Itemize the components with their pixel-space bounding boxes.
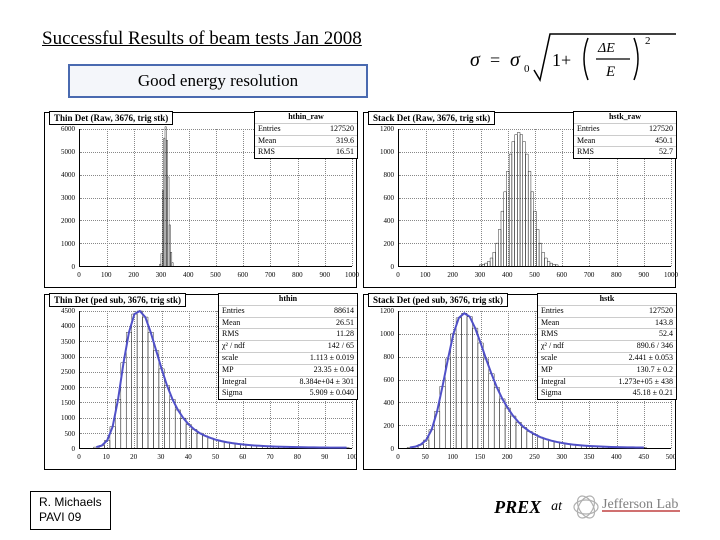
stat-box: hthinEntries88614Mean26.51RMS11.28χ² / n… [218, 293, 358, 400]
plot-title: Thin Det (Raw, 3676, trig stk) [49, 111, 173, 125]
x-ticks: 050100150200250300350400450500 [398, 451, 671, 467]
x-ticks: 01002003004005006007008009001000 [79, 269, 352, 285]
svg-text:0: 0 [524, 63, 530, 75]
svg-text:=: = [490, 50, 500, 70]
plot-thin-raw: Thin Det (Raw, 3676, trig stk) hthin_rawE… [44, 112, 357, 288]
footer-right: PREX at Jefferson Lab [494, 492, 682, 522]
plot-title: Stack Det (ped sub, 3676, trig stk) [368, 293, 508, 307]
y-ticks: 0100020003000400050006000 [45, 129, 77, 267]
svg-text:σ: σ [510, 49, 521, 71]
svg-text:Jefferson Lab: Jefferson Lab [602, 497, 678, 512]
svg-text:σ: σ [470, 49, 481, 71]
at-label: at [551, 499, 562, 515]
meeting: PAVI 09 [39, 510, 102, 526]
author: R. Michaels [39, 495, 102, 511]
plots-grid: Thin Det (Raw, 3676, trig stk) hthin_rawE… [44, 112, 676, 470]
formula: σ = σ 0 1+ ΔE E 2 [470, 22, 680, 92]
experiment-label: PREX [494, 497, 541, 518]
x-ticks: 0102030405060708090100 [79, 451, 352, 467]
plot-title: Stack Det (Raw, 3676, trig stk) [368, 111, 495, 125]
y-ticks: 020040060080010001200 [364, 129, 396, 267]
stat-box: hthin_rawEntries127520Mean319.6RMS16.51 [254, 111, 358, 159]
stat-box: hstk_rawEntries127520Mean450.1RMS52.7 [573, 111, 677, 159]
page-title: Successful Results of beam tests Jan 200… [42, 28, 362, 50]
plot-stack-raw: Stack Det (Raw, 3676, trig stk) hstk_rawE… [363, 112, 676, 288]
subtitle-box: Good energy resolution [68, 64, 368, 98]
plot-title: Thin Det (ped sub, 3676, trig stk) [49, 293, 186, 307]
plot-thin-pedsub: Thin Det (ped sub, 3676, trig stk) hthinE… [44, 294, 357, 470]
svg-text:1+: 1+ [552, 50, 571, 70]
y-ticks: 020040060080010001200 [364, 311, 396, 449]
stat-box: hstkEntries127520Mean143.8RMS52.4χ² / nd… [537, 293, 677, 400]
footer-author-box: R. Michaels PAVI 09 [30, 491, 111, 530]
x-ticks: 01002003004005006007008009001000 [398, 269, 671, 285]
svg-text:E: E [605, 64, 615, 80]
y-ticks: 050010001500200025003000350040004500 [45, 311, 77, 449]
svg-text:2: 2 [645, 35, 651, 47]
plot-stack-pedsub: Stack Det (ped sub, 3676, trig stk) hstkE… [363, 294, 676, 470]
svg-text:ΔE: ΔE [597, 41, 615, 56]
jlab-logo-icon: Jefferson Lab [572, 492, 682, 522]
